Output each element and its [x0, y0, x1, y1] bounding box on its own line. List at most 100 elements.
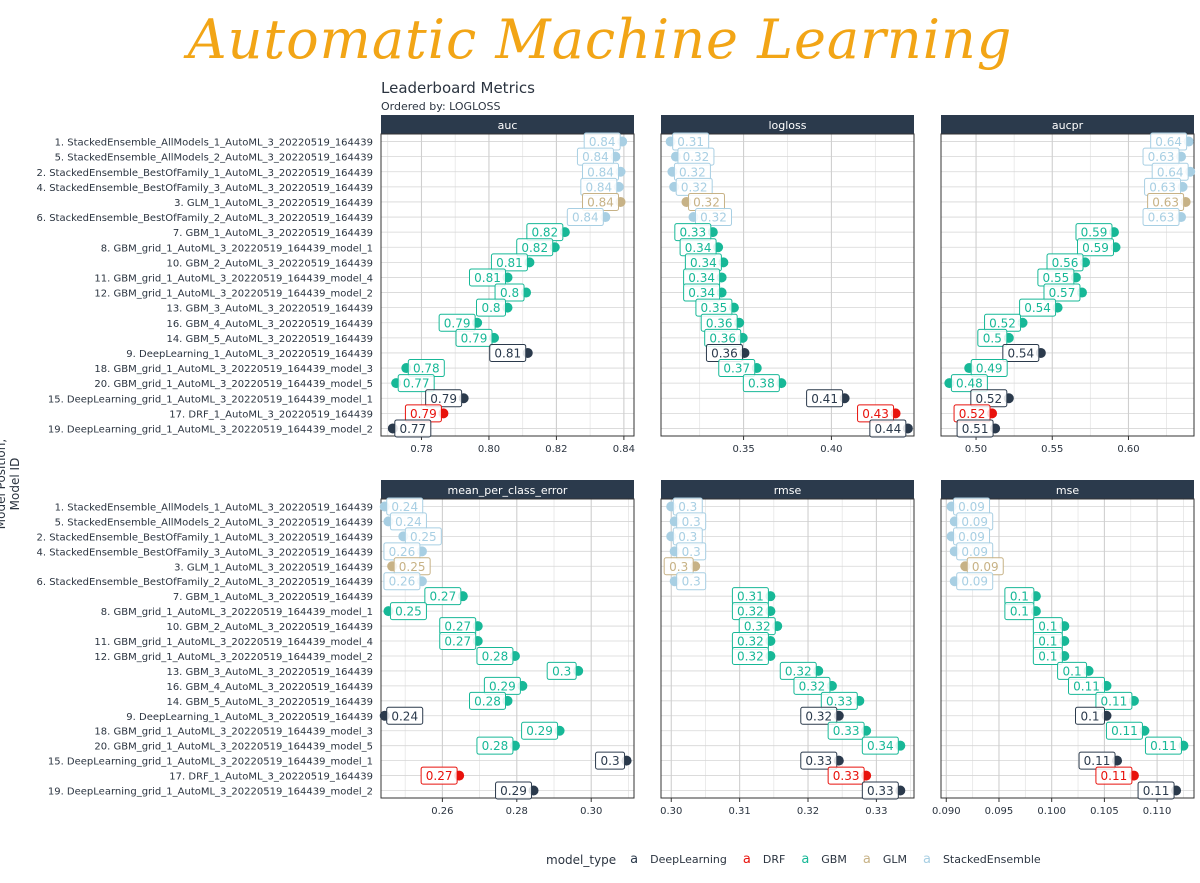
data-label: 0.27 [444, 620, 471, 634]
data-label: 0.1 [1038, 649, 1057, 663]
data-label: 0.33 [833, 724, 860, 738]
data-label: 0.78 [413, 362, 440, 376]
data-label-box [490, 253, 528, 272]
data-label-box [742, 374, 780, 393]
model-label: 6. StackedEnsemble_BestOfFamily_2_AutoML… [36, 213, 373, 224]
data-label: 0.34 [688, 286, 715, 300]
legend-item-glm: a GLM [863, 852, 907, 867]
model-label: 3. GLM_1_AutoML_3_20220519_164439 [174, 562, 373, 573]
data-label-box [494, 283, 525, 302]
model-label: 3. GLM_1_AutoML_3_20220519_164439 [174, 198, 373, 209]
model-label: 13. GBM_3_AutoML_3_20220519_164439 [166, 304, 373, 315]
data-label: 0.09 [961, 575, 988, 589]
data-label: 0.84 [585, 180, 612, 194]
data-label: 0.51 [962, 422, 989, 436]
legend-key-drf: a [742, 852, 751, 867]
data-label: 0.24 [391, 709, 418, 723]
data-label: 0.64 [1155, 135, 1182, 149]
model-label: 19. DeepLearning_grid_1_AutoML_3_2022051… [48, 787, 373, 798]
data-label: 0.36 [709, 331, 736, 345]
data-label: 0.33 [679, 226, 706, 240]
panel-strip [661, 480, 914, 499]
data-label: 0.09 [958, 500, 985, 514]
model-label: 20. GBM_grid_1_AutoML_3_20220519_164439_… [94, 742, 373, 753]
data-label-box [1019, 298, 1057, 317]
x-tick-label: 0.31 [729, 806, 751, 817]
data-label: 0.79 [461, 331, 488, 345]
data-label-box [455, 328, 493, 347]
data-label-box [386, 706, 424, 725]
panel-strip-label: auc [498, 119, 518, 132]
model-label: 15. DeepLearning_grid_1_AutoML_3_2022051… [48, 394, 373, 405]
model-label: 1. StackedEnsemble_AllModels_1_AutoML_3_… [55, 138, 373, 149]
panel-strip-label: logloss [768, 119, 806, 132]
data-label-box [394, 419, 432, 438]
data-label: 0.84 [582, 150, 609, 164]
data-label: 0.27 [429, 590, 456, 604]
data-label: 0.82 [531, 226, 558, 240]
data-label-box [800, 751, 838, 770]
legend-label-glm: GLM [882, 853, 907, 866]
x-tick-label: 0.82 [545, 444, 567, 455]
data-label: 0.3 [669, 560, 688, 574]
data-label: 0.81 [494, 346, 521, 360]
legend-item-drf: a DRF [743, 852, 785, 867]
legend-key-gbm: a [801, 852, 810, 867]
legend-item-stackedensemble: a StackedEnsemble [923, 852, 1041, 867]
data-label: 0.1 [1010, 590, 1029, 604]
x-tick-label: 0.78 [410, 444, 432, 455]
legend-key-stackedensemble: a [922, 852, 931, 867]
data-label: 0.28 [474, 694, 501, 708]
data-label: 0.3 [682, 515, 701, 529]
data-label: 0.43 [862, 407, 889, 421]
panel-strip [941, 115, 1194, 134]
data-label-box [1105, 721, 1143, 740]
legend-item-gbm: a GBM [801, 852, 847, 867]
panel-strip-label: rmse [774, 484, 802, 497]
data-label: 0.79 [410, 407, 437, 421]
data-label: 0.11 [1101, 694, 1128, 708]
model-label: 14. GBM_5_AutoML_3_20220519_164439 [166, 697, 373, 708]
data-label: 0.48 [956, 377, 983, 391]
data-label: 0.5 [983, 331, 1002, 345]
panel-strip-label: mse [1056, 484, 1079, 497]
x-tick-label: 0.105 [1090, 806, 1119, 817]
data-label: 0.27 [444, 635, 471, 649]
data-label: 0.8 [500, 286, 519, 300]
model-label: 6. StackedEnsemble_BestOfFamily_2_AutoML… [36, 577, 373, 588]
panel-frame [940, 498, 1195, 799]
x-tick-label: 0.095 [985, 806, 1014, 817]
data-label: 0.32 [693, 195, 720, 209]
data-label-box [425, 389, 463, 408]
data-label-box [516, 238, 554, 257]
data-label-box [1004, 602, 1035, 621]
data-label: 0.3 [601, 754, 620, 768]
model-label: 17. DRF_1_AutoML_3_20220519_164439 [169, 772, 373, 783]
data-label: 0.63 [1148, 150, 1175, 164]
legend-key-glm: a [862, 852, 871, 867]
data-label: 0.29 [500, 784, 527, 798]
data-label-box [1077, 238, 1115, 257]
data-label-box [489, 343, 527, 362]
x-tick-label: 0.55 [1041, 444, 1063, 455]
panel-frame [660, 133, 915, 437]
x-tick-label: 0.30 [660, 806, 682, 817]
model-label: 11. GBM_grid_1_AutoML_3_20220519_164439_… [94, 273, 373, 284]
panel-strip [381, 480, 634, 499]
data-label: 0.1 [1080, 709, 1099, 723]
data-label: 0.11 [1084, 754, 1111, 768]
x-tick-label: 0.40 [820, 444, 842, 455]
data-label: 0.32 [805, 709, 832, 723]
data-label: 0.32 [683, 150, 710, 164]
model-label: 4. StackedEnsemble_BestOfFamily_3_AutoML… [36, 183, 373, 194]
panel-strip [381, 115, 634, 134]
model-label: 5. StackedEnsemble_AllModels_2_AutoML_3_… [55, 517, 373, 528]
model-label: 12. GBM_grid_1_AutoML_3_20220519_164439_… [94, 289, 373, 300]
data-label: 0.36 [706, 316, 733, 330]
data-label: 0.11 [1111, 724, 1138, 738]
x-tick-label: 0.090 [932, 806, 961, 817]
data-label-box [476, 646, 514, 665]
legend-label-deeplearning: DeepLearning [650, 853, 727, 866]
model-label: 9. DeepLearning_1_AutoML_3_20220519_1644… [126, 349, 373, 360]
